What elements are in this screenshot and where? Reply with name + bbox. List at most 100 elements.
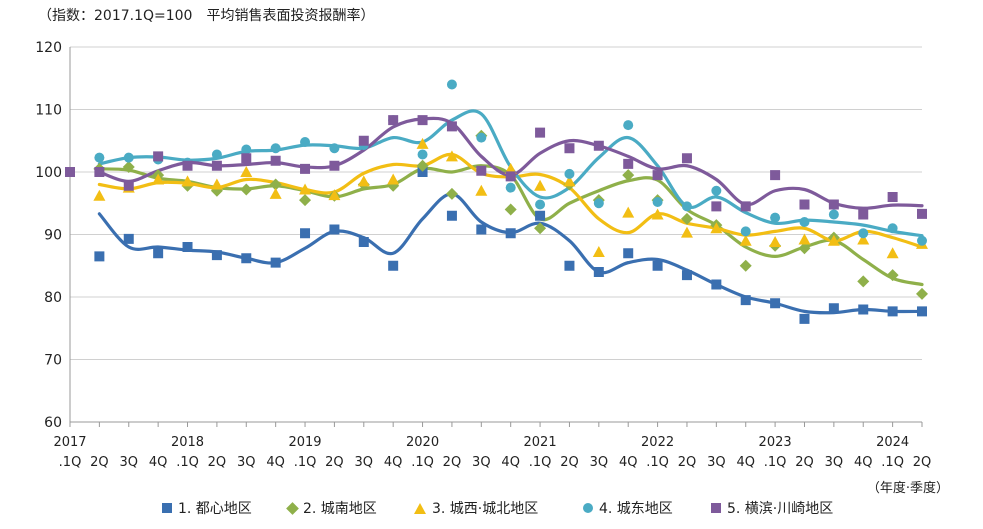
data-point-series-2 — [445, 187, 458, 200]
data-point-series-4 — [535, 199, 546, 210]
data-point-series-4 — [770, 212, 781, 223]
data-point-series-4 — [446, 79, 457, 90]
data-point-series-3 — [475, 184, 488, 196]
data-point-series-5 — [770, 170, 781, 181]
x-quarter-label: 3Q — [355, 455, 374, 470]
data-point-series-1 — [623, 248, 634, 259]
data-point-series-5 — [211, 160, 222, 171]
x-year-label: 2018 — [171, 435, 204, 450]
y-tick-label: 120 — [35, 40, 62, 56]
data-point-series-4 — [241, 144, 252, 155]
data-point-series-2 — [739, 259, 752, 272]
data-point-series-3 — [210, 178, 223, 190]
data-point-series-5 — [388, 115, 399, 126]
data-point-series-4 — [564, 168, 575, 179]
data-point-series-5 — [300, 163, 311, 174]
data-point-series-5 — [858, 209, 869, 220]
legend-marker-square-icon — [162, 503, 172, 513]
data-point-series-4 — [593, 198, 604, 209]
data-point-series-3 — [592, 246, 605, 257]
x-year-label: 2024 — [876, 435, 909, 450]
data-point-series-1 — [94, 251, 105, 262]
data-point-series-3 — [445, 150, 458, 162]
x-year-label: 2017 — [53, 435, 86, 450]
y-tick-label: 110 — [35, 103, 62, 119]
data-point-series-4 — [917, 235, 927, 246]
x-year-label: 2023 — [759, 435, 792, 450]
data-point-series-4 — [740, 226, 751, 237]
data-point-series-4 — [123, 152, 134, 163]
data-point-series-2 — [269, 178, 282, 191]
data-point-series-5 — [153, 151, 164, 162]
x-quarter-label: 2Q — [90, 455, 109, 470]
x-axis-note: （年度·季度） — [866, 481, 949, 496]
data-point-series-5 — [182, 160, 193, 171]
data-point-series-4 — [417, 149, 428, 160]
data-point-series-2 — [122, 161, 135, 173]
legend-label: 3. 城西·城北地区 — [432, 501, 539, 517]
legend-label: 1. 都心地区 — [178, 501, 252, 517]
data-point-series-1 — [211, 250, 222, 261]
data-point-series-4 — [329, 143, 340, 154]
data-point-series-4 — [652, 197, 663, 207]
data-point-series-5 — [123, 180, 134, 191]
data-point-series-4 — [623, 120, 634, 131]
data-point-series-4 — [211, 149, 222, 160]
x-year-label: 2022 — [641, 435, 674, 450]
data-point-series-1 — [887, 306, 898, 317]
data-point-series-1 — [476, 224, 487, 235]
data-point-series-3 — [739, 234, 752, 246]
data-point-series-1 — [917, 306, 927, 317]
data-point-series-2 — [534, 222, 547, 235]
x-quarter-label: 2Q — [560, 455, 579, 470]
legend-marker-triangle-icon — [414, 502, 426, 514]
x-quarter-label: 4Q — [149, 455, 168, 470]
data-point-series-2 — [240, 183, 253, 196]
data-point-series-3 — [857, 233, 870, 245]
data-point-series-3 — [93, 189, 106, 201]
data-point-series-1 — [593, 267, 604, 277]
data-point-series-3 — [563, 175, 576, 187]
data-point-series-5 — [593, 140, 604, 151]
data-point-series-1 — [358, 237, 369, 247]
x-quarter-label: 2Q — [795, 455, 814, 470]
legend: 1. 都心地区 2. 城南地区 3. 城西·城北地区 4. 城东地区 5. 横滨… — [0, 498, 983, 526]
data-point-series-3 — [710, 222, 723, 234]
data-point-series-4 — [270, 143, 281, 154]
data-point-series-1 — [770, 298, 781, 309]
data-point-series-1 — [799, 313, 810, 324]
x-quarter-label: 4Q — [501, 455, 520, 470]
data-point-series-3 — [827, 234, 840, 246]
data-point-series-2 — [916, 287, 928, 300]
data-point-series-5 — [652, 170, 663, 181]
y-tick-label: 70 — [44, 353, 62, 369]
data-point-series-1 — [505, 228, 516, 239]
data-point-series-4 — [887, 223, 898, 234]
data-point-series-5 — [828, 199, 839, 210]
data-point-series-2 — [416, 159, 429, 172]
data-point-series-3 — [651, 208, 664, 220]
data-point-series-5 — [623, 158, 634, 169]
x-quarter-label: .1Q — [646, 455, 669, 470]
data-point-series-1 — [182, 242, 193, 252]
data-point-series-4 — [505, 182, 516, 193]
legend-item-2: 2. 城南地区 — [286, 498, 377, 518]
data-point-series-1 — [446, 210, 457, 221]
x-quarter-label: 2Q — [325, 455, 344, 470]
x-quarter-label: .1Q — [59, 455, 82, 470]
data-point-series-5 — [564, 143, 575, 154]
x-quarter-label: 4Q — [619, 455, 638, 470]
data-point-series-4 — [711, 185, 722, 196]
x-quarter-label: 3Q — [825, 455, 844, 470]
data-point-series-3 — [769, 236, 782, 247]
legend-label: 5. 横滨·川崎地区 — [727, 501, 834, 517]
data-point-series-1 — [417, 167, 428, 177]
data-point-series-1 — [858, 304, 869, 315]
x-quarter-label: 3Q — [590, 455, 609, 470]
x-quarter-label: 4Q — [266, 455, 285, 470]
data-point-series-3 — [622, 206, 635, 218]
data-point-series-3 — [357, 175, 370, 187]
data-point-series-1 — [711, 279, 722, 290]
data-point-series-5 — [799, 199, 810, 210]
legend-label: 4. 城东地区 — [599, 501, 673, 517]
